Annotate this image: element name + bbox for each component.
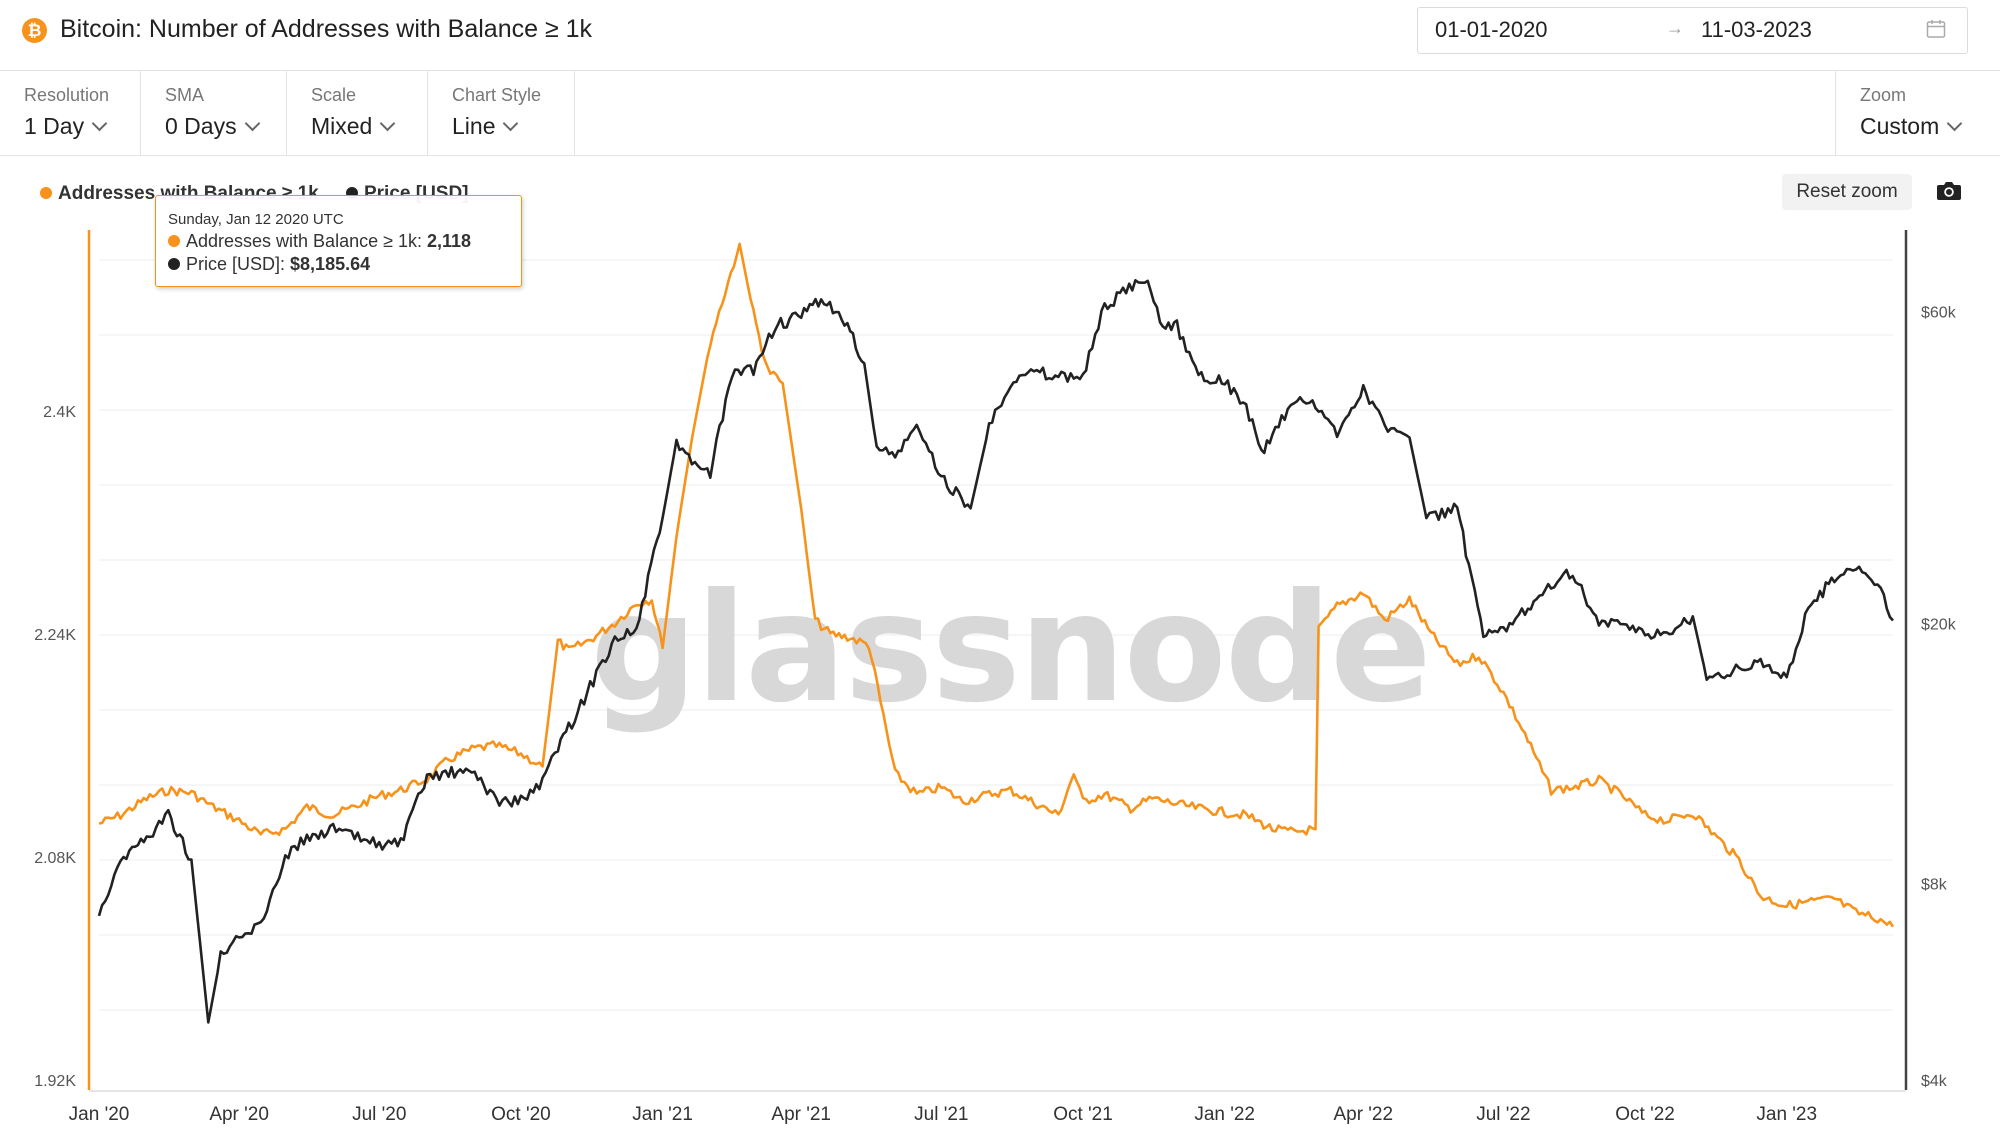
x-tick-label: Oct '21 (1053, 1104, 1113, 1125)
date-end-input[interactable]: 11-03-2023 (1701, 17, 1812, 42)
tooltip-row-price: Price [USD]: $8,185.64 (168, 254, 370, 275)
x-tick-label: Apr '22 (1333, 1104, 1393, 1125)
x-tick-label: Jul '21 (914, 1104, 968, 1125)
scale-dropdown[interactable]: Scale Mixed (287, 71, 428, 155)
y-right-tick-label: $8k (1921, 876, 1948, 893)
chart-tooltip: Sunday, Jan 12 2020 UTC Addresses with B… (155, 195, 522, 287)
y-left-tick-label: 2.24K (34, 627, 76, 644)
tooltip-row-addresses: Addresses with Balance ≥ 1k: 2,118 (168, 231, 471, 252)
camera-icon[interactable] (1936, 180, 1962, 202)
zoom-value[interactable]: Custom (1860, 113, 1963, 140)
scale-value[interactable]: Mixed (311, 113, 396, 140)
right-axis-labels: $4k $8k $20k $60k (1921, 305, 1957, 1090)
date-start-input[interactable]: 01-01-2020 (1435, 17, 1548, 42)
y-right-tick-label: $20k (1921, 616, 1957, 633)
addresses-series-line (98, 242, 1895, 928)
x-tick-label: Jul '20 (352, 1104, 406, 1125)
resolution-value[interactable]: 1 Day (24, 113, 108, 140)
tooltip-date: Sunday, Jan 12 2020 UTC (168, 211, 344, 228)
scale-label: Scale (311, 85, 357, 105)
chart-style-dropdown[interactable]: Chart Style Line (428, 71, 575, 155)
resolution-label: Resolution (24, 85, 110, 105)
y-right-tick-label: $4k (1921, 1073, 1948, 1090)
reset-zoom-button[interactable]: Reset zoom (1782, 174, 1912, 210)
sma-label: SMA (165, 85, 205, 105)
chart-header: ₿ Bitcoin: Number of Addresses with Bala… (0, 0, 2000, 71)
x-tick-label: Oct '22 (1615, 1104, 1675, 1125)
bitcoin-icon: ₿ (22, 18, 47, 43)
sma-dropdown[interactable]: SMA 0 Days (141, 71, 287, 155)
x-tick-label: Apr '21 (771, 1104, 831, 1125)
zoom-label: Zoom (1860, 85, 1907, 105)
resolution-dropdown[interactable]: Resolution 1 Day (0, 71, 141, 155)
x-tick-label: Jan '20 (69, 1104, 130, 1125)
calendar-icon[interactable] (1926, 19, 1946, 39)
x-tick-label: Jan '23 (1756, 1104, 1817, 1125)
page-title: Bitcoin: Number of Addresses with Balanc… (60, 15, 593, 43)
watermark: glassnode (590, 562, 1430, 736)
x-tick-label: Jan '22 (1194, 1104, 1255, 1125)
tooltip-dot-black (168, 258, 180, 271)
legend-dot-orange (40, 186, 52, 199)
x-tick-label: Jan '21 (632, 1104, 693, 1125)
x-tick-label: Jul '22 (1476, 1104, 1530, 1125)
x-axis-labels: Jan '20 Apr '20 Jul '20 Oct '20 Jan '21 Apr '… (69, 1104, 1817, 1125)
y-left-tick-label: 1.92K (34, 1073, 76, 1090)
y-left-tick-label: 2.08K (34, 850, 76, 867)
x-tick-label: Oct '20 (491, 1104, 551, 1125)
price-series-line (97, 279, 1894, 1024)
arrow-right-icon: → (1666, 18, 1684, 38)
chart-style-label: Chart Style (452, 85, 542, 105)
date-range-picker[interactable]: 01-01-2020 → 11-03-2023 (1417, 7, 1968, 54)
x-tick-label: Apr '20 (209, 1104, 269, 1125)
y-right-tick-label: $60k (1921, 305, 1957, 322)
chart-style-value[interactable]: Line (452, 113, 519, 140)
chart-series (97, 242, 1895, 1024)
zoom-dropdown[interactable]: Zoom Custom (1835, 71, 2000, 155)
y-left-tick-label: 2.4K (43, 404, 76, 421)
chart-toolbar: Resolution 1 Day SMA 0 Days Scale Mixed … (0, 71, 2000, 156)
left-axis-labels: 1.92K 2.08K 2.24K 2.4K (34, 404, 76, 1090)
sma-value[interactable]: 0 Days (165, 113, 260, 140)
tooltip-dot-orange (168, 235, 180, 248)
